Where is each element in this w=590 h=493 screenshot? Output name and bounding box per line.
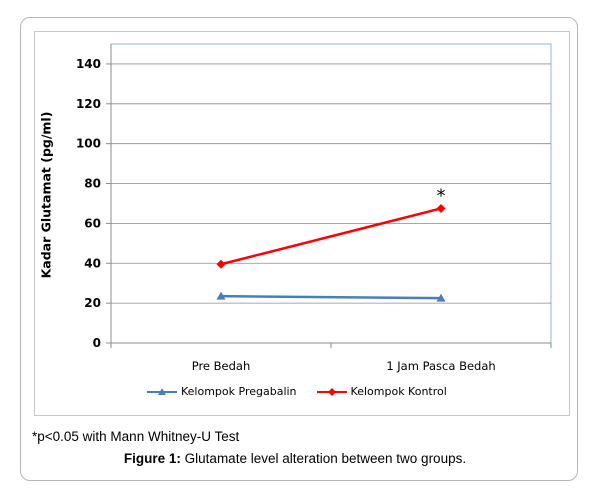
data-point-1-0 — [216, 259, 226, 269]
x-tick-label: 1 Jam Pasca Bedah — [386, 359, 495, 373]
legend-item-pregabalin: Kelompok Pregabalin — [147, 385, 297, 398]
series-line-1 — [220, 207, 442, 266]
caption-label: Figure 1: — [123, 451, 181, 466]
series-line-0 — [220, 294, 442, 300]
y-tick-label: 80 — [84, 177, 101, 191]
figure-caption: Figure 1: Glutamate level alteration bet… — [0, 451, 590, 466]
y-tick-label: 0 — [93, 336, 101, 350]
plot-area — [110, 43, 552, 344]
data-point-0-0 — [216, 291, 226, 300]
y-tick-label: 60 — [84, 216, 101, 230]
y-tick-label: 40 — [84, 256, 101, 270]
legend-label-pregabalin: Kelompok Pregabalin — [181, 385, 297, 398]
y-tick-label: 140 — [76, 57, 101, 71]
footnote: *p<0.05 with Mann Whitney-U Test — [32, 429, 240, 444]
legend-item-kontrol: Kelompok Kontrol — [316, 385, 447, 398]
significance-marker: * — [437, 186, 446, 207]
y-axis-label: Kadar Glutamat (pg/ml) — [38, 111, 54, 279]
caption-text: Glutamate level alteration between two g… — [180, 451, 467, 466]
data-point-1-1 — [436, 203, 446, 213]
y-tick-label: 100 — [76, 137, 101, 151]
legend-marker-pregabalin — [147, 387, 177, 395]
y-tick-label: 20 — [84, 296, 101, 310]
y-tick-label: 120 — [76, 97, 101, 111]
legend: Kelompok Pregabalin Kelompok Kontrol — [147, 385, 467, 398]
data-point-0-1 — [436, 293, 446, 302]
x-tick-label: Pre Bedah — [192, 359, 251, 373]
legend-label-kontrol: Kelompok Kontrol — [350, 385, 447, 398]
legend-marker-kontrol — [316, 387, 347, 396]
